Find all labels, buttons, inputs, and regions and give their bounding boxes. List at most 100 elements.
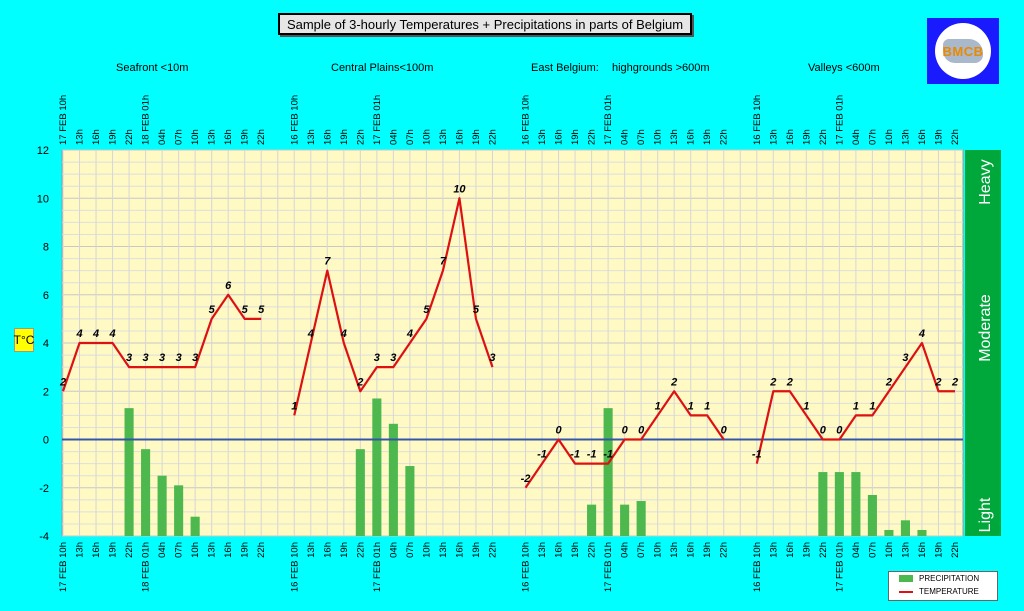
x-tick-label-top: 22h (487, 129, 498, 145)
x-tick-label-bottom: 19h (471, 542, 482, 558)
x-tick-label-top: 10h (653, 129, 664, 145)
x-tick-label-bottom: 07h (405, 542, 416, 558)
x-tick-label-bottom: 19h (339, 542, 350, 558)
temperature-data-label: 3 (159, 352, 165, 364)
temperature-data-label: 5 (258, 304, 265, 316)
temperature-data-label: 1 (853, 400, 859, 412)
x-tick-label-bottom: 22h (719, 542, 730, 558)
x-tick-label-bottom: 22h (818, 542, 829, 558)
x-tick-label-bottom: 10h (653, 542, 664, 558)
x-tick-label-bottom: 04h (851, 542, 862, 558)
precipitation-bar (884, 529, 894, 536)
x-tick-label-bottom: 04h (157, 542, 168, 558)
precipitation-bar (372, 398, 382, 536)
precipitation-bar (900, 520, 910, 536)
temperature-data-label: -2 (521, 473, 531, 485)
x-tick-label-top: 16 FEB 10h (521, 95, 532, 145)
region-label-seafront: Seafront <10m (116, 62, 189, 74)
x-tick-label-bottom: 16h (223, 542, 234, 558)
precipitation-bar (124, 408, 134, 536)
x-tick-label-top: 13h (900, 129, 911, 145)
x-tick-label-top: 04h (851, 129, 862, 145)
temperature-data-label: 0 (555, 425, 562, 437)
x-tick-label-top: 16h (785, 129, 796, 145)
x-tick-label-top: 13h (669, 129, 680, 145)
legend-item-temperature: TEMPERATURE (889, 585, 997, 598)
precipitation-bar (388, 423, 398, 536)
x-tick-label-bottom: 10h (190, 542, 201, 558)
x-tick-label-bottom: 19h (108, 542, 119, 558)
x-tick-label-top: 04h (388, 129, 399, 145)
x-tick-label-bottom: 16h (686, 542, 697, 558)
x-tick-label-bottom: 13h (768, 542, 779, 558)
intensity-bar (965, 150, 1001, 536)
x-tick-label-bottom: 07h (174, 542, 185, 558)
x-tick-label-top: 22h (355, 129, 366, 145)
x-tick-label-top: 17 FEB 10h (58, 95, 69, 145)
x-tick-label-top: 19h (339, 129, 350, 145)
x-tick-label-top: 18 FEB 01h (141, 95, 152, 145)
x-tick-label-top: 19h (933, 129, 944, 145)
x-tick-label-bottom: 17 FEB 01h (603, 542, 614, 592)
temperature-data-label: 7 (324, 256, 331, 268)
precipitation-bar (867, 494, 877, 536)
x-tick-label-top: 16 FEB 10h (752, 95, 763, 145)
temperature-data-label: 3 (176, 352, 182, 364)
temperature-data-label: 1 (803, 400, 809, 412)
legend-label-precipitation: PRECIPITATION (919, 574, 980, 583)
temperature-data-label: 10 (453, 183, 466, 195)
precipitation-bar (405, 466, 415, 536)
temperature-data-label: 3 (390, 352, 396, 364)
temperature-data-label: 2 (356, 376, 363, 388)
belgium-map-icon (943, 39, 983, 63)
x-tick-label-bottom: 16h (785, 542, 796, 558)
temperature-data-label: 7 (440, 256, 447, 268)
temperature-data-label: 3 (192, 352, 198, 364)
precipitation-bar (851, 472, 861, 536)
x-tick-label-top: 13h (537, 129, 548, 145)
temperature-data-label: 0 (622, 425, 629, 437)
precipitation-bar (587, 504, 597, 536)
x-tick-label-bottom: 13h (537, 542, 548, 558)
x-tick-label-top: 10h (421, 129, 432, 145)
region-label-east-belgium: East Belgium: (531, 62, 599, 74)
x-tick-label-top: 16h (917, 129, 928, 145)
temperature-data-label: 5 (242, 304, 249, 316)
x-tick-label-top: 16h (322, 129, 333, 145)
temperature-data-label: 3 (126, 352, 132, 364)
x-tick-label-bottom: 16h (454, 542, 465, 558)
x-tick-label-bottom: 22h (124, 542, 135, 558)
x-tick-label-bottom: 10h (421, 542, 432, 558)
x-tick-label-bottom: 04h (620, 542, 631, 558)
x-tick-label-bottom: 13h (75, 542, 86, 558)
x-tick-label-bottom: 19h (702, 542, 713, 558)
x-tick-label-top: 16h (223, 129, 234, 145)
bmcb-logo: BMCB (927, 18, 999, 84)
temperature-data-label: 0 (721, 425, 728, 437)
x-tick-label-bottom: 16h (322, 542, 333, 558)
temperature-data-label: 3 (143, 352, 149, 364)
temperature-data-label: 3 (489, 352, 495, 364)
x-tick-label-top: 07h (636, 129, 647, 145)
precipitation-bar (636, 501, 646, 536)
x-tick-label-bottom: 07h (636, 542, 647, 558)
temperature-data-label: 2 (885, 376, 892, 388)
x-tick-label-bottom: 19h (801, 542, 812, 558)
x-tick-label-bottom: 22h (355, 542, 366, 558)
x-tick-label-top: 13h (306, 129, 317, 145)
temperature-data-label: 5 (209, 304, 216, 316)
temperature-data-label: 2 (59, 376, 66, 388)
temperature-data-label: 0 (638, 425, 645, 437)
temperature-data-label: 2 (786, 376, 793, 388)
x-tick-label-top: 13h (207, 129, 218, 145)
temperature-data-label: 1 (688, 400, 694, 412)
x-tick-label-top: 22h (818, 129, 829, 145)
temperature-line (61, 293, 262, 392)
x-tick-label-top: 07h (867, 129, 878, 145)
y-tick-label: 10 (37, 193, 49, 205)
precipitation-bar (603, 408, 613, 536)
chart-legend: PRECIPITATION TEMPERATURE (888, 571, 998, 601)
precipitation-bar (157, 475, 167, 536)
y-tick-label: -2 (39, 483, 49, 495)
